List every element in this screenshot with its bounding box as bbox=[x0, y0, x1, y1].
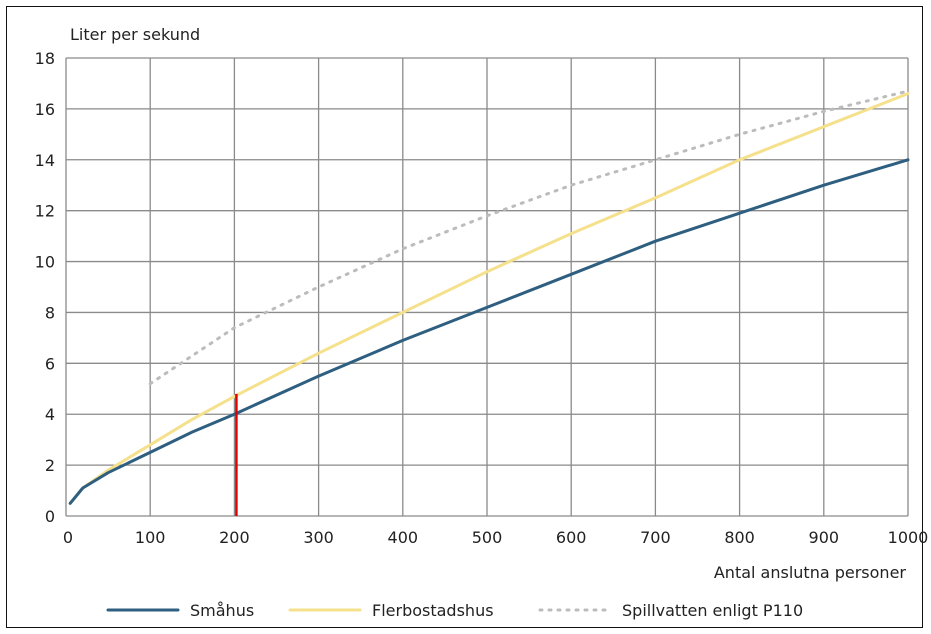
x-tick-label: 400 bbox=[388, 528, 419, 547]
x-tick-label: 900 bbox=[809, 528, 840, 547]
x-tick-label: 200 bbox=[219, 528, 250, 547]
x-tick-label: 700 bbox=[640, 528, 671, 547]
y-tick-label: 18 bbox=[35, 49, 55, 68]
legend-label-0: Småhus bbox=[190, 601, 254, 620]
y-tick-label: 4 bbox=[45, 405, 55, 424]
y-tick-label: 12 bbox=[35, 202, 55, 221]
series-line-1 bbox=[68, 92, 910, 505]
y-axis-label: Liter per sekund bbox=[70, 25, 200, 44]
y-tick-label: 14 bbox=[35, 151, 55, 170]
y-tick-label: 6 bbox=[45, 354, 55, 373]
series-line-2 bbox=[148, 89, 910, 386]
legend: Småhus Flerbostadshus Spillvatten enligt P… bbox=[106, 601, 803, 620]
series-lines bbox=[68, 89, 910, 505]
x-tick-label: 0 bbox=[63, 528, 73, 547]
y-tick-label: 10 bbox=[35, 253, 55, 272]
x-axis-ticks: 0 100 200 300 400 500 600 700 800 900 1000 bbox=[63, 528, 928, 547]
x-tick-label: 500 bbox=[472, 528, 503, 547]
y-tick-label: 8 bbox=[45, 303, 55, 322]
legend-label-2: Spillvatten enligt P110 bbox=[622, 601, 803, 620]
x-tick-label: 800 bbox=[724, 528, 755, 547]
y-tick-label: 16 bbox=[35, 100, 55, 119]
y-tick-label: 2 bbox=[45, 456, 55, 475]
legend-label-1: Flerbostadshus bbox=[372, 601, 494, 620]
grid bbox=[65, 57, 909, 517]
x-tick-label: 100 bbox=[135, 528, 166, 547]
y-axis-ticks: 0 2 4 6 8 10 12 14 16 18 bbox=[35, 49, 55, 526]
x-tick-label: 600 bbox=[556, 528, 587, 547]
x-axis-label: Antal anslutna personer bbox=[714, 563, 907, 582]
series-line-0 bbox=[68, 158, 910, 505]
y-tick-label: 0 bbox=[45, 507, 55, 526]
x-tick-label: 300 bbox=[303, 528, 334, 547]
x-tick-label: 1000 bbox=[888, 528, 929, 547]
